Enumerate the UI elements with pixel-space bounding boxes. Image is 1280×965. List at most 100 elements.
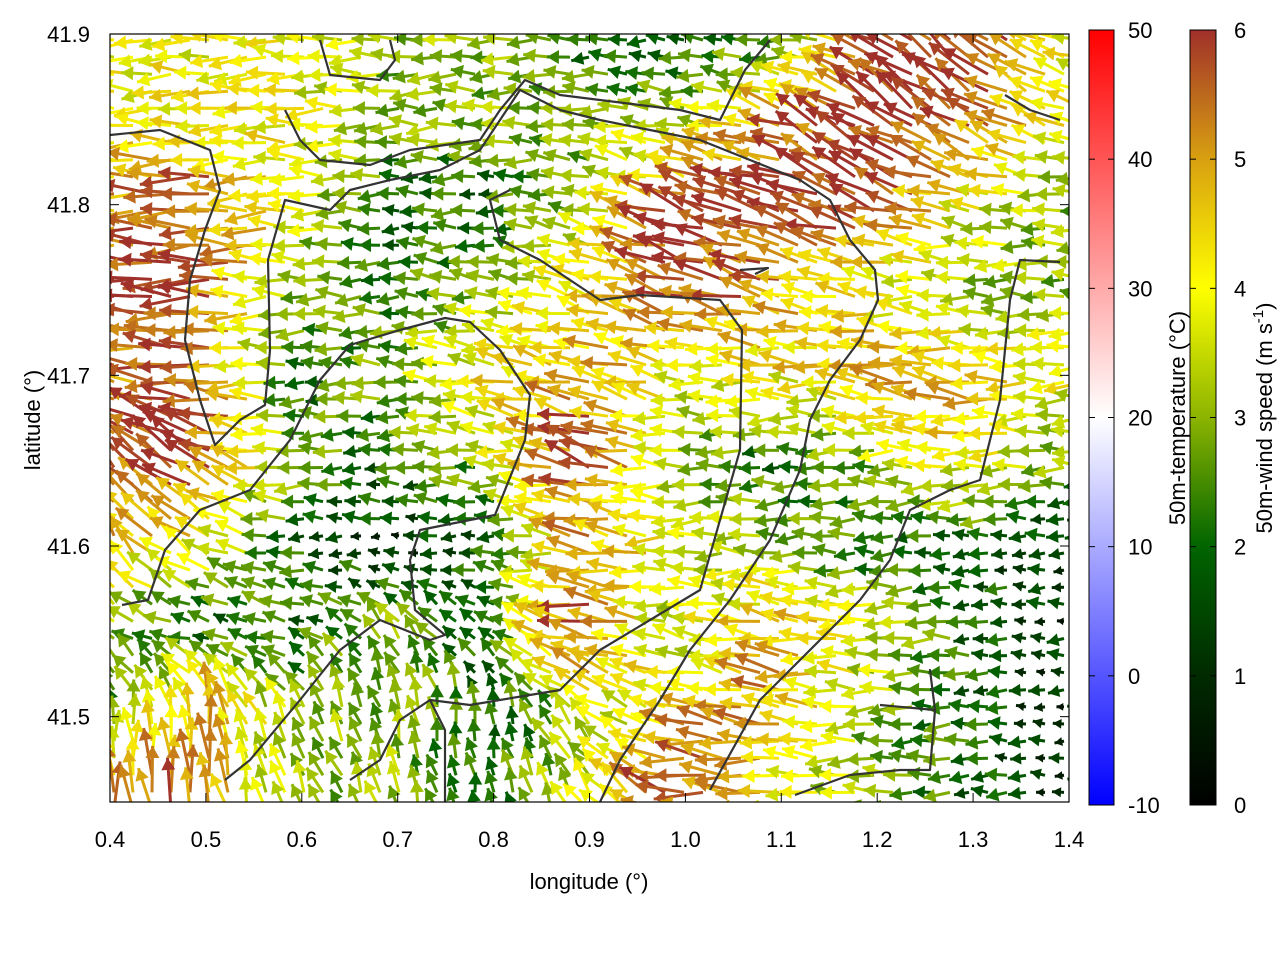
wind-arrow-head [823, 443, 835, 457]
wind-arrow-head [90, 210, 103, 224]
wind-arrow [1013, 168, 1045, 182]
wind-arrow-head [123, 190, 135, 204]
wind-arrow-head [677, 69, 690, 83]
wind-arrow [968, 564, 988, 578]
wind-arrow [313, 445, 342, 459]
wind-arrow [411, 357, 437, 371]
wind-arrow-head [1035, 187, 1047, 201]
wind-arrow [452, 563, 475, 577]
wind-arrow-head [337, 256, 349, 270]
wind-arrow-head [968, 426, 980, 440]
wind-arrow-head [395, 392, 407, 406]
wind-arrow-head [358, 492, 371, 506]
wind-arrow-head [991, 21, 1005, 34]
wind-arrow-head [542, 185, 555, 199]
wind-arrow [608, 65, 627, 79]
wind-arrow-head [776, 442, 789, 456]
wind-arrow-head [396, 305, 409, 319]
wind-arrow-head [97, 106, 110, 120]
wind-arrow [79, 470, 114, 501]
wind-arrow [326, 512, 342, 524]
wind-arrow [1030, 97, 1064, 111]
wind-arrow-head [63, 246, 76, 260]
wind-arrow [926, 510, 950, 524]
wind-arrow-head [245, 546, 257, 560]
wind-arrow-head [801, 375, 813, 389]
wind-arrow [629, 50, 646, 63]
wind-arrow-head [486, 154, 498, 168]
wind-arrow [931, 356, 969, 370]
wind-arrow-head [353, 101, 365, 115]
wind-arrow-head [74, 84, 86, 98]
wind-arrow-head [209, 341, 221, 355]
wind-arrow [342, 510, 361, 523]
wind-arrow-head [279, 564, 292, 578]
wind-arrow [358, 443, 380, 457]
wind-arrow-head [432, 173, 445, 187]
wind-arrow [333, 309, 361, 323]
wind-arrow-head [158, 166, 171, 180]
wind-arrow [589, 270, 627, 284]
wind-arrow [444, 30, 475, 44]
wind-arrow-head [419, 187, 431, 200]
wind-arrow [359, 238, 380, 252]
wind-arrow [303, 510, 323, 524]
wind-arrow-head [769, 549, 782, 563]
wind-arrow-head [412, 460, 424, 474]
wind-arrow-head [85, 296, 99, 309]
wind-arrow [871, 531, 893, 545]
wind-arrow [340, 476, 361, 490]
wind-arrow [512, 170, 532, 184]
wind-arrow-head [798, 495, 810, 509]
wind-arrow [350, 390, 380, 404]
wind-arrow-head [281, 340, 293, 354]
wind-arrow-head [377, 475, 390, 489]
wind-arrow-head [911, 196, 925, 209]
wind-arrow-head [1029, 548, 1041, 560]
wind-arrow-head [562, 118, 574, 132]
wind-arrow-head [809, 510, 822, 524]
wind-arrow [823, 443, 855, 457]
wind-arrow-head [411, 307, 423, 321]
wind-arrow [983, 512, 1007, 526]
wind-arrow-head [475, 385, 488, 398]
wind-arrow-head [264, 83, 276, 97]
wind-arrow [493, 168, 513, 182]
wind-arrow-shaft [100, 277, 152, 280]
wind-arrow-head [891, 16, 905, 28]
wind-arrow-head [1013, 357, 1025, 371]
wind-arrow [854, 562, 874, 576]
wind-arrow [301, 356, 323, 370]
wind-arrow-head [812, 543, 825, 557]
wind-arrow-head [1038, 170, 1050, 184]
wind-arrow-head [691, 213, 704, 227]
wind-arrow-head [505, 272, 517, 286]
wind-arrow [792, 527, 817, 541]
wind-arrow [368, 564, 380, 574]
wind-arrow-head [897, 22, 910, 35]
wind-arrow [729, 492, 760, 506]
wind-arrow [960, 516, 988, 530]
wind-arrow-head [504, 156, 517, 170]
wind-arrow-head [94, 192, 107, 206]
wind-arrow-shaft [1069, 551, 1083, 553]
wind-arrow-head [604, 320, 617, 334]
wind-arrow-head [565, 547, 577, 561]
wind-arrow-head [999, 202, 1012, 216]
wind-arrow-head [342, 462, 355, 475]
wind-arrow-head [851, 15, 865, 27]
wind-arrow [63, 246, 114, 262]
wind-arrow-head [358, 443, 370, 457]
wind-arrow-head [648, 49, 661, 62]
wind-arrow [854, 544, 874, 558]
wind-arrow-head [359, 512, 371, 526]
wind-arrow-head [321, 462, 334, 476]
wind-arrow-head [299, 430, 312, 444]
wind-arrow-head [106, 257, 118, 271]
wind-arrow-head [1033, 288, 1046, 302]
wind-arrow-head [908, 564, 920, 578]
wind-arrow-head [403, 480, 414, 491]
wind-arrow-head [87, 316, 100, 330]
wind-arrow-head [675, 390, 688, 404]
wind-arrow [279, 395, 304, 409]
